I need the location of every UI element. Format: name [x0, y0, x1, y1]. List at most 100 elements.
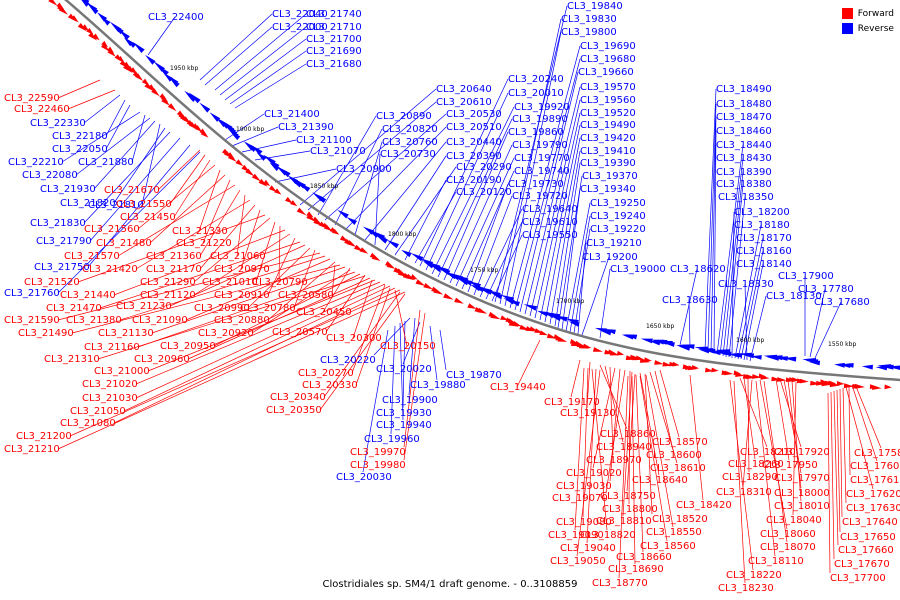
forward-gene-label: CL3_18310: [716, 487, 772, 498]
reverse-leader-line: [61, 111, 141, 163]
forward-leader-line: [743, 377, 756, 460]
reverse-gene-label: CL3_21740: [306, 9, 362, 20]
reverse-leader-line: [93, 120, 156, 190]
reverse-leader-line: [105, 99, 126, 137]
forward-gene-label: CL3_19020: [566, 468, 622, 479]
reverse-gene-label: CL3_20010: [508, 88, 564, 99]
forward-gene-arrow: [711, 367, 719, 373]
reverse-leader-line: [274, 168, 337, 183]
reverse-leader-line: [404, 179, 447, 261]
reverse-gene-label: CL3_18200: [734, 207, 790, 218]
reverse-leader-line: [719, 157, 744, 356]
reverse-gene-label: CL3_19220: [590, 224, 646, 235]
reverse-leader-line: [224, 113, 265, 141]
reverse-gene-label: CL3_20020: [376, 364, 432, 375]
forward-leader-line: [169, 244, 306, 307]
reverse-gene-arrow: [555, 315, 568, 322]
forward-leader-line: [791, 380, 802, 502]
reverse-leader-line: [204, 26, 273, 86]
forward-gene-label: CL3_18640: [632, 475, 688, 486]
kbp-tick-label: 1700 kbp: [556, 298, 584, 305]
forward-leader-line: [836, 389, 841, 533]
reverse-leader-line: [141, 123, 161, 206]
forward-gene-label: CL3_18800: [602, 504, 658, 515]
forward-gene-label: CL3_17600: [850, 461, 900, 472]
forward-gene-arrow: [884, 384, 892, 390]
forward-leader-line: [119, 255, 326, 321]
reverse-gene-arrow: [503, 298, 515, 305]
reverse-gene-label: CL3_20240: [508, 74, 564, 85]
reverse-leader-line: [384, 155, 447, 251]
forward-gene-arrow: [200, 130, 209, 138]
reverse-leader-line: [234, 63, 307, 109]
reverse-gene-label: CL3_18170: [736, 233, 792, 244]
forward-gene-arrow: [592, 347, 603, 352]
reverse-leader-line: [219, 26, 307, 96]
forward-leader-line: [323, 291, 401, 398]
reverse-gene-arrow: [386, 239, 399, 249]
forward-gene-label: CL3_21470: [46, 303, 102, 314]
forward-gene-arrow: [836, 381, 845, 386]
reverse-leader-line: [713, 130, 717, 354]
forward-gene-arrow: [194, 125, 203, 132]
forward-gene-arrow: [70, 15, 79, 23]
reverse-leader-line: [744, 283, 748, 361]
forward-gene-label: CL3_18560: [640, 541, 696, 552]
forward-leader-line: [267, 261, 336, 321]
reverse-gene-label: CL3_20760: [382, 137, 438, 148]
legend-reverse-label: Reverse: [857, 23, 894, 34]
forward-gene-arrow: [616, 350, 625, 356]
reverse-leader-line: [737, 237, 764, 360]
forward-leader-line: [149, 174, 226, 244]
forward-leader-line: [848, 385, 851, 476]
reverse-gene-label: CL3_22400: [148, 12, 204, 23]
reverse-leader-line: [75, 117, 151, 176]
reverse-leader-line: [307, 101, 437, 211]
forward-gene-label: CL3_21230: [116, 301, 172, 312]
reverse-leader-line: [509, 45, 581, 309]
forward-leader-line: [659, 369, 680, 438]
forward-gene-label: CL3_18810: [596, 516, 652, 527]
reverse-leader-line: [504, 31, 562, 307]
reverse-gene-arrow: [523, 304, 538, 311]
forward-leader-line: [516, 339, 541, 388]
forward-gene-arrow: [539, 330, 549, 336]
forward-gene-arrow: [582, 343, 592, 349]
forward-gene-label: CL3_18770: [592, 578, 648, 589]
forward-gene-arrow: [48, 0, 58, 6]
reverse-leader-line: [373, 317, 411, 356]
reverse-gene-label: CL3_19790: [512, 140, 568, 151]
reverse-leader-line: [743, 263, 764, 361]
forward-gene-label: CL3_21440: [60, 290, 116, 301]
forward-leader-line: [739, 377, 768, 448]
forward-leader-line: [325, 274, 366, 333]
reverse-gene-label: CL3_19210: [586, 238, 642, 249]
forward-leader-line: [631, 375, 636, 565]
forward-gene-arrow: [672, 361, 680, 367]
reverse-leader-line: [716, 144, 744, 355]
reverse-leader-line: [299, 88, 437, 206]
forward-gene-arrow: [433, 288, 444, 295]
forward-gene-label: CL3_19980: [350, 460, 406, 471]
forward-gene-arrow: [268, 185, 277, 193]
forward-leader-line: [137, 164, 216, 230]
reverse-gene-label: CL3_21790: [36, 236, 92, 247]
forward-leader-line: [592, 367, 616, 469]
forward-leader-line: [67, 89, 116, 110]
forward-leader-line: [742, 379, 753, 488]
reverse-gene-label: CL3_19250: [590, 198, 646, 209]
forward-leader-line: [639, 372, 660, 476]
forward-gene-label: CL3_21480: [96, 238, 152, 249]
reverse-gene-label: CL3_17780: [798, 284, 854, 295]
reverse-gene-label: CL3_19610: [522, 217, 578, 228]
reverse-gene-label: CL3_21100: [296, 135, 352, 146]
reverse-gene-label: CL3_19520: [580, 108, 636, 119]
reverse-gene-arrow: [377, 235, 388, 244]
reverse-gene-label: CL3_21810: [88, 200, 144, 211]
forward-gene-arrow: [855, 384, 865, 389]
forward-gene-arrow: [724, 370, 734, 376]
reverse-gene-arrow: [460, 278, 473, 286]
forward-gene-label: CL3_17700: [830, 573, 886, 584]
reverse-gene-label: CL3_19720: [512, 191, 568, 202]
forward-leader-line: [618, 375, 629, 579]
